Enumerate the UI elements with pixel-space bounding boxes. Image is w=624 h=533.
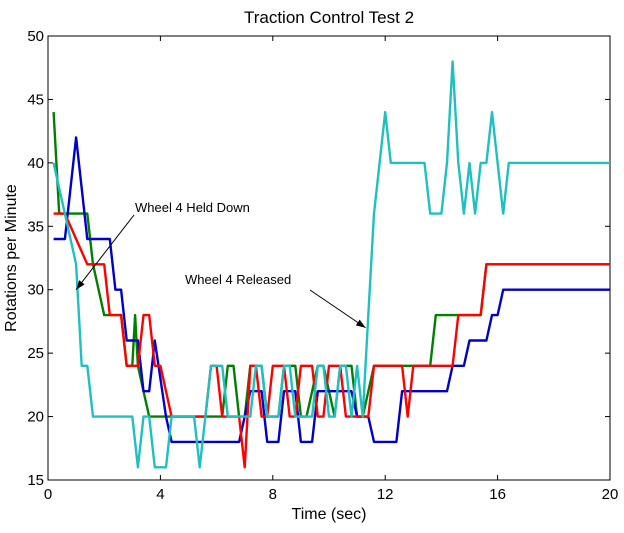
y-tick-label: 15 [27, 472, 44, 489]
annotation-arrow-line [309, 289, 366, 329]
y-tick-label: 50 [27, 28, 44, 45]
x-tick-label: 12 [377, 486, 394, 503]
annotations: Wheel 4 Held Down Wheel 4 Released [75, 200, 366, 329]
y-tick-label: 25 [27, 345, 44, 362]
y-axis-label: Rotations per Minute [3, 184, 20, 332]
x-tick-label: 16 [489, 486, 506, 503]
y-tick-label: 30 [27, 282, 44, 299]
x-tick-label: 8 [269, 486, 277, 503]
y-tick-label: 20 [27, 409, 44, 426]
x-tick-label: 0 [44, 486, 52, 503]
series-line-4 [52, 60, 610, 469]
annotation-arrow-head [355, 319, 366, 328]
y-tick-label: 45 [27, 91, 44, 108]
series-line-2 [53, 136, 610, 444]
series-layer [52, 60, 610, 469]
y-tick-label: 40 [27, 155, 44, 172]
annotation-released: Wheel 4 Released [185, 272, 291, 287]
x-axis-label: Time (sec) [292, 506, 367, 523]
x-tick-label: 4 [156, 486, 164, 503]
chart-title: Traction Control Test 2 [244, 8, 414, 27]
annotation-arrow-head [76, 280, 85, 290]
x-tick-label: 20 [602, 486, 619, 503]
y-tick-label: 35 [27, 218, 44, 235]
axis-ticks: 0 4 8 12 16 20 15 20 25 30 35 40 45 50 [27, 28, 618, 503]
annotation-held-down: Wheel 4 Held Down [135, 200, 250, 215]
annotation-arrow-line [75, 214, 135, 291]
plot-area [47, 35, 611, 481]
